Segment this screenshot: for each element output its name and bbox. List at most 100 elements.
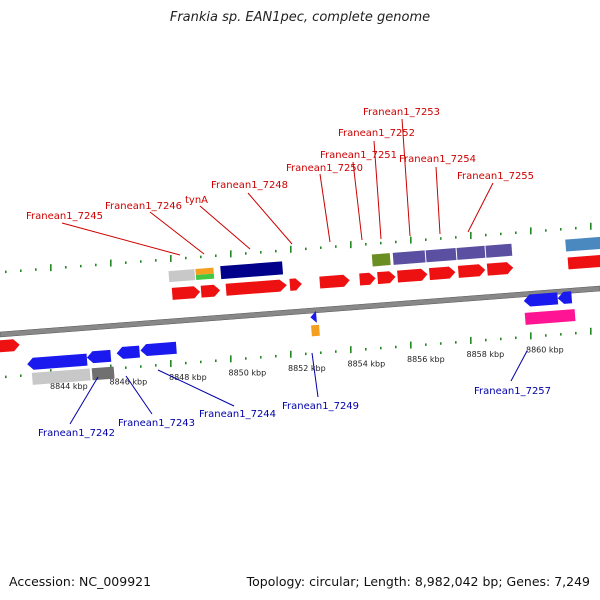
minor-tick [335, 350, 337, 353]
major-tick [110, 259, 112, 267]
major-tick [470, 231, 472, 239]
minor-tick [140, 260, 142, 263]
major-tick [230, 250, 232, 258]
gene-7249-orange[interactable] [311, 324, 320, 337]
major-tick [530, 227, 532, 235]
gene-label-7253[interactable]: Franean1_7253 [363, 107, 440, 118]
gene-7249-arrow[interactable] [310, 310, 317, 323]
gene-7257-arrow[interactable] [523, 292, 559, 307]
gene-arrow-reverse[interactable] [27, 353, 88, 371]
minor-tick [215, 254, 217, 258]
gene-7242-block[interactable] [31, 368, 91, 385]
minor-tick [305, 352, 307, 356]
major-tick [530, 332, 532, 340]
minor-tick [395, 345, 397, 349]
gene-label-7251[interactable]: Franean1_7251 [320, 150, 397, 161]
minor-tick [380, 241, 382, 245]
minor-tick [575, 226, 577, 230]
gene-label-7243[interactable]: Franean1_7243 [118, 418, 195, 429]
minor-tick [185, 361, 187, 365]
minor-tick [20, 374, 22, 377]
gene-7252-block[interactable] [392, 250, 426, 265]
gene-arrow[interactable] [457, 264, 486, 278]
minor-tick [485, 233, 487, 237]
forward-callouts [61, 118, 494, 256]
gene-label-7250[interactable]: Franean1_7250 [286, 163, 363, 174]
major-tick [350, 241, 352, 249]
gene-label-7248[interactable]: Franean1_7248 [211, 180, 288, 191]
gene-label-7257[interactable]: Franean1_7257 [474, 386, 551, 397]
gene-7257-arrow-small[interactable] [557, 291, 573, 304]
gene-arrow-reverse[interactable] [86, 349, 112, 364]
minor-tick [515, 336, 517, 340]
major-tick [290, 245, 292, 253]
scale-label: 8848 kbp [169, 373, 207, 382]
minor-tick [275, 354, 277, 358]
gene-7251-block[interactable] [371, 253, 391, 267]
minor-tick [185, 256, 187, 260]
minor-tick [5, 270, 7, 274]
gene-magenta-block[interactable] [524, 309, 576, 325]
minor-tick [215, 359, 217, 363]
gene-7245-block[interactable] [168, 269, 196, 283]
minor-tick [335, 245, 337, 248]
gene-7253-block[interactable] [425, 248, 457, 263]
gene-arrow-reverse[interactable] [116, 345, 141, 360]
minor-tick [35, 268, 37, 271]
gene-arrow[interactable] [319, 274, 350, 289]
gene-arrow[interactable] [377, 271, 396, 285]
minor-tick [5, 375, 7, 379]
gene-arrow[interactable] [486, 262, 514, 276]
minor-tick [545, 334, 547, 337]
gene-arrow-left-edge[interactable] [0, 339, 20, 353]
minor-tick [500, 337, 502, 341]
gene-label-7244[interactable]: Franean1_7244 [199, 409, 276, 420]
minor-tick [320, 351, 322, 354]
gene-arrow[interactable] [359, 272, 376, 286]
minor-tick [560, 228, 562, 231]
gene-arrow[interactable] [289, 278, 302, 291]
minor-tick [365, 243, 367, 246]
minor-tick [425, 343, 427, 346]
gene-label-7252[interactable]: Franean1_7252 [338, 128, 415, 139]
gene-arrow-reverse[interactable] [140, 341, 177, 357]
gene-7246-green[interactable] [195, 273, 215, 281]
gene-label-7246[interactable]: Franean1_7246 [105, 201, 182, 212]
minor-tick [545, 229, 547, 232]
gene-label-7249[interactable]: Franean1_7249 [282, 401, 359, 412]
gene-7254-block[interactable] [456, 245, 486, 260]
scale-label: 8852 kbp [288, 364, 326, 373]
minor-tick [245, 252, 247, 255]
gene-arrow[interactable] [171, 286, 201, 300]
major-tick [170, 254, 172, 262]
gene-7255-block[interactable] [485, 243, 513, 258]
minor-tick [200, 360, 202, 364]
gene-label-7242[interactable]: Franean1_7242 [38, 428, 115, 439]
major-tick [410, 341, 412, 349]
gene-label-tynA[interactable]: tynA [185, 195, 208, 206]
gene-label-7255[interactable]: Franean1_7255 [457, 171, 534, 182]
major-tick [50, 264, 52, 272]
scale-label: 8856 kbp [407, 355, 445, 364]
gene-arrow[interactable] [225, 279, 288, 296]
gene-label-7254[interactable]: Franean1_7254 [399, 154, 476, 165]
gene-arrow[interactable] [200, 284, 221, 298]
scale-label: 8854 kbp [348, 359, 386, 368]
gene-7246-orange[interactable] [195, 267, 214, 276]
minor-tick [260, 356, 262, 359]
gene-right-red[interactable] [567, 254, 600, 270]
gene-label-7245[interactable]: Franean1_7245 [26, 211, 103, 222]
gene-right-steel[interactable] [565, 236, 600, 252]
gene-grey-block[interactable] [91, 366, 115, 381]
gene-arrow[interactable] [429, 266, 456, 281]
minor-tick [395, 240, 397, 244]
forward-gene-labels: Franean1_7245 Franean1_7246 tynA Franean… [26, 107, 534, 222]
minor-tick [500, 232, 502, 236]
gene-arrow[interactable] [397, 268, 428, 283]
reverse-gene-blocks [27, 291, 576, 385]
major-tick [470, 336, 472, 344]
genome-backbone [0, 285, 600, 338]
minor-tick [140, 365, 142, 368]
gene-tynA-block[interactable] [220, 261, 284, 280]
